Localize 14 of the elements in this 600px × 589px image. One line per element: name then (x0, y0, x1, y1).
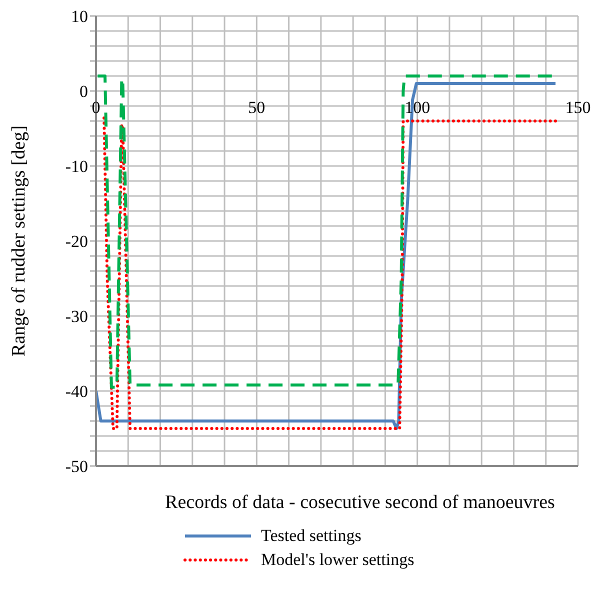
y-tick-label: 10 (71, 7, 88, 26)
x-tick-label: 150 (565, 98, 591, 117)
y-tick-label: -30 (65, 307, 88, 326)
x-tick-label: 50 (248, 98, 266, 117)
y-tick-label: -10 (65, 157, 88, 176)
y-tick-label: 0 (80, 82, 88, 102)
x-axis-title: Records of data - cosecutive second of manoeuvres (164, 492, 556, 514)
legend-label: Tested settings (261, 526, 362, 546)
x-tick-label: 0 (92, 98, 100, 117)
y-tick-label: -50 (65, 457, 88, 476)
y-axis-title: Range of rudder settings [deg] (8, 125, 30, 357)
y-tick-label: -40 (65, 382, 88, 402)
y-tick-label: -20 (65, 232, 88, 252)
legend-label: Model's lower settings (261, 550, 414, 570)
